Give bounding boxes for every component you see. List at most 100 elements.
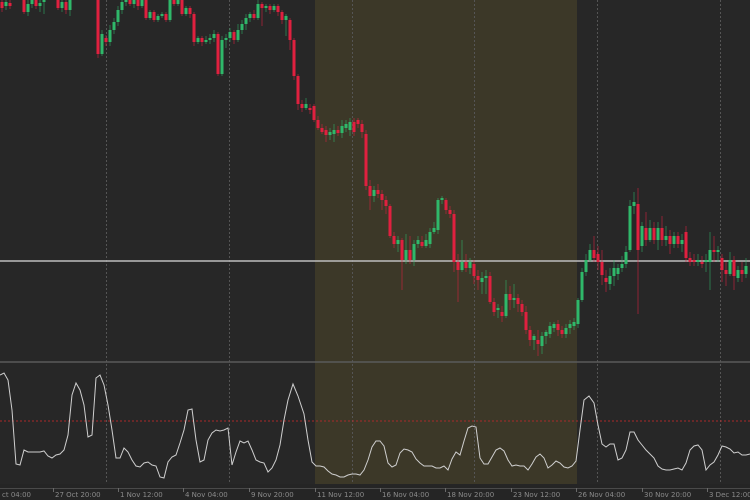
candle-body (536, 340, 540, 344)
candle (8, 0, 12, 9)
candle-body (420, 242, 424, 246)
candle (360, 120, 364, 138)
candle (220, 36, 224, 76)
time-axis[interactable]: ct 04:00 27 Oct 20:00 1 Nov 12:00 4 Nov 04:… (2, 488, 750, 499)
candle-body (612, 268, 616, 276)
candle-body (476, 276, 480, 280)
candle (484, 270, 488, 294)
candle (384, 196, 388, 214)
candle (256, 0, 260, 20)
candle (596, 246, 600, 270)
candle-body (344, 124, 348, 128)
candle (696, 254, 700, 266)
candle-body (440, 198, 444, 200)
time-axis-label: 30 Nov 20:00 (644, 491, 691, 499)
candle (652, 222, 656, 244)
candle-body (464, 262, 468, 268)
candle-body (192, 14, 196, 42)
candle-body (176, 0, 180, 4)
candle (480, 272, 484, 294)
candle-body (644, 228, 648, 240)
candle (100, 30, 104, 56)
candle (184, 6, 188, 16)
candle (30, 0, 34, 8)
candle (640, 222, 644, 252)
candle (144, 0, 148, 20)
time-axis-label: 26 Nov 04:00 (578, 491, 625, 499)
candle-body (544, 332, 548, 336)
candle-body (112, 22, 116, 30)
candle-body (268, 6, 272, 10)
candle (176, 0, 180, 6)
candle (180, 0, 184, 16)
candle (56, 0, 60, 10)
time-axis-background (0, 484, 750, 500)
candle (148, 10, 152, 20)
candle (416, 236, 420, 248)
candle-body (576, 300, 580, 324)
candle-body (728, 260, 732, 274)
candle-body (104, 38, 108, 42)
candle (4, 0, 8, 10)
candle (424, 234, 428, 248)
candle (664, 226, 668, 246)
candle (472, 260, 476, 284)
candle (592, 236, 596, 262)
candle-body (744, 266, 748, 274)
candle (440, 196, 444, 204)
candle (428, 228, 432, 248)
candle (356, 118, 360, 128)
candle-body (108, 30, 112, 42)
candle (732, 256, 736, 290)
time-axis-label: 11 Nov 12:00 (317, 491, 364, 499)
candle-body (480, 278, 484, 282)
candle-body (228, 32, 232, 38)
candle (200, 36, 204, 46)
candle (400, 238, 404, 290)
candle (476, 270, 480, 290)
candle-body (364, 134, 368, 186)
candle-body (456, 262, 460, 270)
candle-body (380, 194, 384, 200)
candle-body (60, 2, 64, 8)
candle (456, 254, 460, 302)
candle-body (220, 40, 224, 74)
candle (336, 126, 340, 136)
time-axis-label: ct 04:00 (2, 491, 31, 499)
candle-body (412, 244, 416, 260)
candle-body (156, 16, 160, 20)
candle-body (348, 122, 352, 130)
candle (228, 28, 232, 42)
candle (684, 226, 688, 262)
candle (316, 116, 320, 130)
candle (528, 326, 532, 346)
candle (392, 232, 396, 248)
candle-body (396, 240, 400, 244)
candle-body (564, 328, 568, 334)
candle (368, 180, 372, 210)
candle (656, 222, 660, 250)
candle-body (264, 6, 268, 8)
candle-body (38, 3, 42, 6)
candle-body (416, 240, 420, 244)
candle (108, 25, 112, 46)
candle (564, 324, 568, 338)
candle-body (492, 302, 496, 312)
candle-body (648, 228, 652, 240)
candle-body (528, 330, 532, 340)
time-axis-label: 23 Nov 12:00 (513, 491, 560, 499)
candle-body (512, 298, 516, 300)
candle (244, 14, 248, 30)
candle (188, 6, 192, 18)
candle (116, 6, 120, 26)
candle (672, 232, 676, 248)
candle (380, 190, 384, 210)
candle (212, 30, 216, 42)
highlight-region (315, 0, 577, 484)
candle (152, 10, 156, 22)
candle-body (676, 236, 680, 244)
candle (508, 286, 512, 310)
candle (720, 254, 724, 282)
